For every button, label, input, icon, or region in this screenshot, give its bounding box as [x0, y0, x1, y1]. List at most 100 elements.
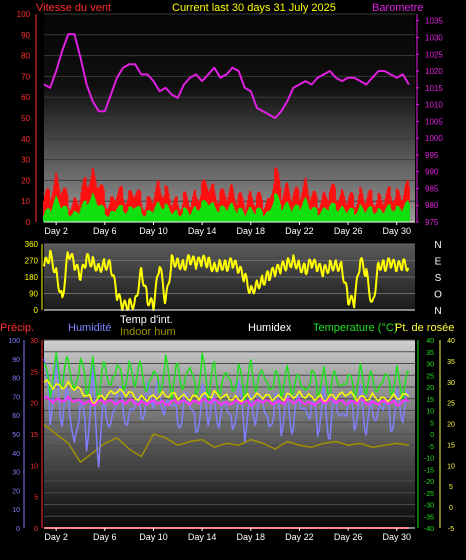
temperature-line [43, 351, 410, 405]
y-tick-label-baro: 1005 [425, 117, 443, 126]
barometer-label: Barometre [372, 2, 424, 14]
barometer-line [43, 33, 410, 119]
y-tick-label-dir: 180 [25, 273, 39, 282]
y-tick-label-temp: 10 [426, 409, 434, 416]
y-tick-label-precip: 5 [34, 495, 38, 502]
y-tick-label-temp: 0 [430, 432, 434, 439]
y-tick-label-baro: 990 [425, 168, 439, 177]
y-tick-label-wind: 50 [21, 114, 30, 123]
temperature-humidity-panel: -40 -35 -30 -25 -20 -15 -10 -5 0 5 10 15 20 25 30 35 40 -… [8, 338, 455, 542]
y-tick-label-temp: 20 [426, 385, 434, 392]
compass-label-s: S [435, 273, 442, 284]
y-tick-label-temp: -40 [424, 526, 434, 533]
x-tick-label: Day 26 [334, 226, 363, 236]
x-tick-label: Day 30 [382, 532, 411, 542]
y-tick-label-dir: 90 [29, 290, 38, 299]
compass-label-o: O [434, 290, 442, 301]
y-tick-label-baro: 1030 [425, 33, 443, 42]
y-tick-label-hum: 50 [12, 432, 20, 439]
y-tick-label-baro: 985 [425, 184, 439, 193]
y-tick-label-hum: 40 [12, 451, 20, 458]
y-tick-label-hum: 60 [12, 413, 20, 420]
x-tick-label: Day 10 [139, 532, 168, 542]
y-tick-label-temp: 15 [426, 397, 434, 404]
compass-label-n: N [434, 306, 441, 317]
y-tick-label-temp: -20 [424, 479, 434, 486]
temperature-label: Temperature (°C) [313, 322, 398, 334]
y-tick-label-hum: 20 [12, 488, 20, 495]
y-tick-label-hum: 90 [12, 357, 20, 364]
y-tick-label-temp: 40 [426, 338, 434, 345]
y-tick-label-baro: 1000 [425, 134, 443, 143]
y-tick-label-dew: 5 [449, 484, 453, 491]
humidex-label: Humidex [248, 322, 292, 334]
y-tick-label-baro: 1015 [425, 84, 443, 93]
x-tick-label: Day 22 [285, 226, 314, 236]
y-tick-label-hum: 10 [12, 507, 20, 514]
y-tick-label-precip: 0 [34, 526, 38, 533]
wind-barometer-panel: 0102030405060708090100975980985990995100… [17, 10, 444, 236]
dewpoint-label: Pt. de rosée [395, 322, 455, 334]
y-tick-label-precip: 25 [30, 369, 38, 376]
y-tick-label-temp: 30 [426, 362, 434, 369]
x-tick-label: Day 6 [93, 532, 117, 542]
temp-int-label: Temp d'int. [120, 314, 173, 326]
y-tick-label-dir: 270 [25, 257, 39, 266]
y-tick-label-temp: -15 [424, 467, 434, 474]
dewpoint-line [43, 379, 410, 405]
y-tick-label-precip: 30 [30, 338, 38, 345]
y-tick-label-baro: 1035 [425, 17, 443, 26]
y-tick-label-temp: -5 [428, 444, 434, 451]
chart-title: Current last 30 days 31 July 2025 [172, 2, 336, 14]
y-tick-label-wind: 70 [21, 72, 30, 81]
x-tick-label: Day 2 [44, 532, 68, 542]
y-tick-label-hum: 0 [16, 526, 20, 533]
y-tick-label-dew: 10 [447, 463, 455, 470]
y-tick-label-precip: 20 [30, 401, 38, 408]
x-tick-label: Day 2 [44, 226, 68, 236]
y-tick-label-dew: 20 [447, 422, 455, 429]
y-tick-label-dew: 0 [449, 505, 453, 512]
y-tick-label-dew: 15 [447, 442, 455, 449]
wind-speed-label: Vitesse du vent [36, 2, 112, 14]
y-tick-label-dew: 35 [447, 359, 455, 366]
y-tick-label-dir: 0 [34, 306, 39, 315]
y-tick-label-hum: 80 [12, 376, 20, 383]
y-tick-label-baro: 995 [425, 151, 439, 160]
indoor-hum-line [43, 424, 410, 463]
y-tick-label-wind: 20 [21, 176, 30, 185]
y-tick-label-hum: 100 [8, 338, 20, 345]
x-tick-label: Day 18 [237, 532, 266, 542]
y-tick-label-temp: -25 [424, 491, 434, 498]
y-tick-label-precip: 15 [30, 432, 38, 439]
compass-label-n: N [434, 240, 441, 251]
y-tick-label-temp: 35 [426, 350, 434, 357]
x-tick-label: Day 14 [188, 532, 217, 542]
compass-label-e: E [435, 257, 442, 268]
y-tick-label-temp: -30 [424, 503, 434, 510]
y-tick-label-dew: 40 [447, 338, 455, 345]
y-tick-label-baro: 1010 [425, 101, 443, 110]
y-tick-label-wind: 30 [21, 156, 30, 165]
y-tick-label-temp: -10 [424, 456, 434, 463]
y-tick-label-wind: 100 [17, 10, 31, 19]
y-tick-label-baro: 980 [425, 201, 439, 210]
humidity-label: Humidité [68, 322, 112, 334]
precip-label: Précip. [0, 322, 35, 334]
x-tick-label: Day 14 [188, 226, 217, 236]
y-tick-label-wind: 40 [21, 135, 30, 144]
y-tick-label-hum: 30 [12, 470, 20, 477]
y-tick-label-baro: 975 [425, 218, 439, 227]
y-tick-label-dew: -5 [448, 526, 454, 533]
y-tick-label-precip: 10 [30, 463, 38, 470]
x-tick-label: Day 10 [139, 226, 168, 236]
y-tick-label-temp: 5 [430, 420, 434, 427]
y-tick-label-dew: 25 [447, 401, 455, 408]
y-tick-label-wind: 80 [21, 52, 30, 61]
temp-int-line [43, 395, 410, 407]
y-tick-label-dew: 30 [447, 380, 455, 387]
y-tick-label-baro: 1025 [425, 50, 443, 59]
